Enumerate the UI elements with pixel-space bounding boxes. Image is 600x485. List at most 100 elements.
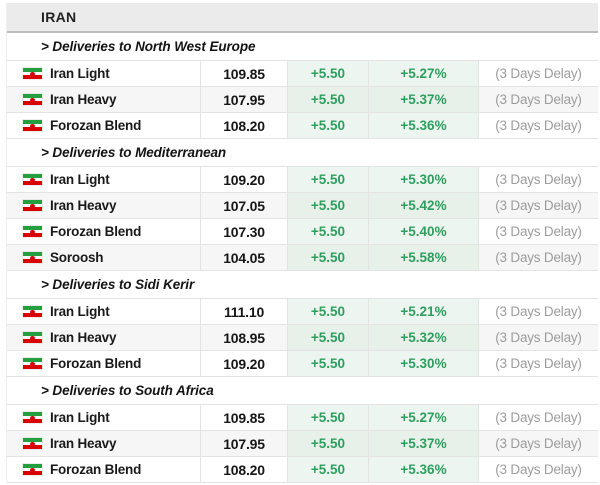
table-row[interactable]: Iran Heavy 108.95 +5.50 +5.32% (3 Days D… [7,325,598,351]
table-row[interactable]: Forozan Blend 108.20 +5.50 +5.36% (3 Day… [7,457,598,483]
delay-note: (3 Days Delay) [478,405,598,430]
table-row[interactable]: Soroosh 104.05 +5.50 +5.58% (3 Days Dela… [7,245,598,271]
delay-note: (3 Days Delay) [478,167,598,192]
price-change-percent: +5.36% [368,457,478,482]
price-change-percent: +5.58% [368,245,478,270]
section-header: > Deliveries to Mediterranean [7,139,598,167]
table-row[interactable]: Iran Light 109.20 +5.50 +5.30% (3 Days D… [7,167,598,193]
commodity-name-link[interactable]: Iran Heavy [50,330,117,345]
price-value: 107.05 [200,193,287,218]
iran-flag-icon [23,226,42,237]
commodity-name-cell: Forozan Blend [7,113,200,138]
delay-note: (3 Days Delay) [478,113,598,138]
commodity-name-cell: Forozan Blend [7,457,200,482]
delay-note: (3 Days Delay) [478,61,598,86]
price-value: 108.20 [200,113,287,138]
delay-note: (3 Days Delay) [478,325,598,350]
price-change: +5.50 [287,431,368,456]
price-value: 108.20 [200,457,287,482]
table-row[interactable]: Iran Heavy 107.95 +5.50 +5.37% (3 Days D… [7,431,598,457]
price-change: +5.50 [287,457,368,482]
iran-flag-icon [23,358,42,369]
price-change-percent: +5.32% [368,325,478,350]
table-row[interactable]: Forozan Blend 107.30 +5.50 +5.40% (3 Day… [7,219,598,245]
price-value: 107.95 [200,87,287,112]
delay-note: (3 Days Delay) [478,193,598,218]
commodity-name-link[interactable]: Forozan Blend [50,118,142,133]
commodity-name-link[interactable]: Iran Light [50,172,110,187]
commodity-name-link[interactable]: Iran Light [50,66,110,81]
price-value: 107.95 [200,431,287,456]
price-change-percent: +5.36% [368,113,478,138]
delay-note: (3 Days Delay) [478,457,598,482]
table-header: IRAN [7,3,598,33]
table-row[interactable]: Forozan Blend 108.20 +5.50 +5.36% (3 Day… [7,113,598,139]
iran-flag-icon [23,306,42,317]
price-value: 109.20 [200,351,287,376]
price-change-percent: +5.30% [368,167,478,192]
table-row[interactable]: Iran Heavy 107.95 +5.50 +5.37% (3 Days D… [7,87,598,113]
iran-flag-icon [23,200,42,211]
commodity-name-link[interactable]: Iran Heavy [50,92,117,107]
delay-note: (3 Days Delay) [478,219,598,244]
price-change-percent: +5.30% [368,351,478,376]
commodity-name-link[interactable]: Iran Light [50,304,110,319]
iran-flag-icon [23,438,42,449]
commodity-name-cell: Iran Light [7,167,200,192]
commodity-name-cell: Iran Heavy [7,431,200,456]
commodity-name-cell: Iran Heavy [7,87,200,112]
commodity-name-cell: Forozan Blend [7,219,200,244]
delay-note: (3 Days Delay) [478,299,598,324]
price-change-percent: +5.37% [368,87,478,112]
price-value: 107.30 [200,219,287,244]
price-change: +5.50 [287,325,368,350]
commodity-name-link[interactable]: Iran Heavy [50,198,117,213]
section-sidi-kerir: > Deliveries to Sidi Kerir Iran Light 11… [7,271,598,377]
commodity-name-cell: Iran Heavy [7,325,200,350]
price-change: +5.50 [287,87,368,112]
commodity-name-link[interactable]: Soroosh [50,250,104,265]
price-change: +5.50 [287,167,368,192]
delay-note: (3 Days Delay) [478,245,598,270]
table-row[interactable]: Forozan Blend 109.20 +5.50 +5.30% (3 Day… [7,351,598,377]
price-change: +5.50 [287,193,368,218]
price-value: 104.05 [200,245,287,270]
section-north-west-europe: > Deliveries to North West Europe Iran L… [7,33,598,139]
section-header: > Deliveries to Sidi Kerir [7,271,598,299]
commodity-name-link[interactable]: Forozan Blend [50,462,142,477]
iran-flag-icon [23,94,42,105]
commodity-name-link[interactable]: Iran Light [50,410,110,425]
table-row[interactable]: Iran Light 111.10 +5.50 +5.21% (3 Days D… [7,299,598,325]
delay-note: (3 Days Delay) [478,87,598,112]
price-value: 108.95 [200,325,287,350]
commodity-name-cell: Iran Heavy [7,193,200,218]
section-header: > Deliveries to South Africa [7,377,598,405]
section-mediterranean: > Deliveries to Mediterranean Iran Light… [7,139,598,271]
table-row[interactable]: Iran Light 109.85 +5.50 +5.27% (3 Days D… [7,61,598,87]
table-row[interactable]: Iran Light 109.85 +5.50 +5.27% (3 Days D… [7,405,598,431]
commodity-name-link[interactable]: Forozan Blend [50,224,142,239]
iran-flag-icon [23,332,42,343]
table-row[interactable]: Iran Heavy 107.05 +5.50 +5.42% (3 Days D… [7,193,598,219]
commodity-name-cell: Iran Light [7,405,200,430]
price-change: +5.50 [287,113,368,138]
commodity-name-link[interactable]: Iran Heavy [50,436,117,451]
section-header: > Deliveries to North West Europe [7,33,598,61]
price-value: 109.20 [200,167,287,192]
price-change-percent: +5.27% [368,405,478,430]
iran-flag-icon [23,464,42,475]
iran-flag-icon [23,252,42,263]
price-change-percent: +5.42% [368,193,478,218]
price-change: +5.50 [287,299,368,324]
iran-flag-icon [23,174,42,185]
delay-note: (3 Days Delay) [478,351,598,376]
price-change: +5.50 [287,351,368,376]
price-change: +5.50 [287,245,368,270]
commodity-name-cell: Forozan Blend [7,351,200,376]
iran-flag-icon [23,120,42,131]
price-change: +5.50 [287,405,368,430]
commodity-name-link[interactable]: Forozan Blend [50,356,142,371]
iran-flag-icon [23,68,42,79]
iran-flag-icon [23,412,42,423]
